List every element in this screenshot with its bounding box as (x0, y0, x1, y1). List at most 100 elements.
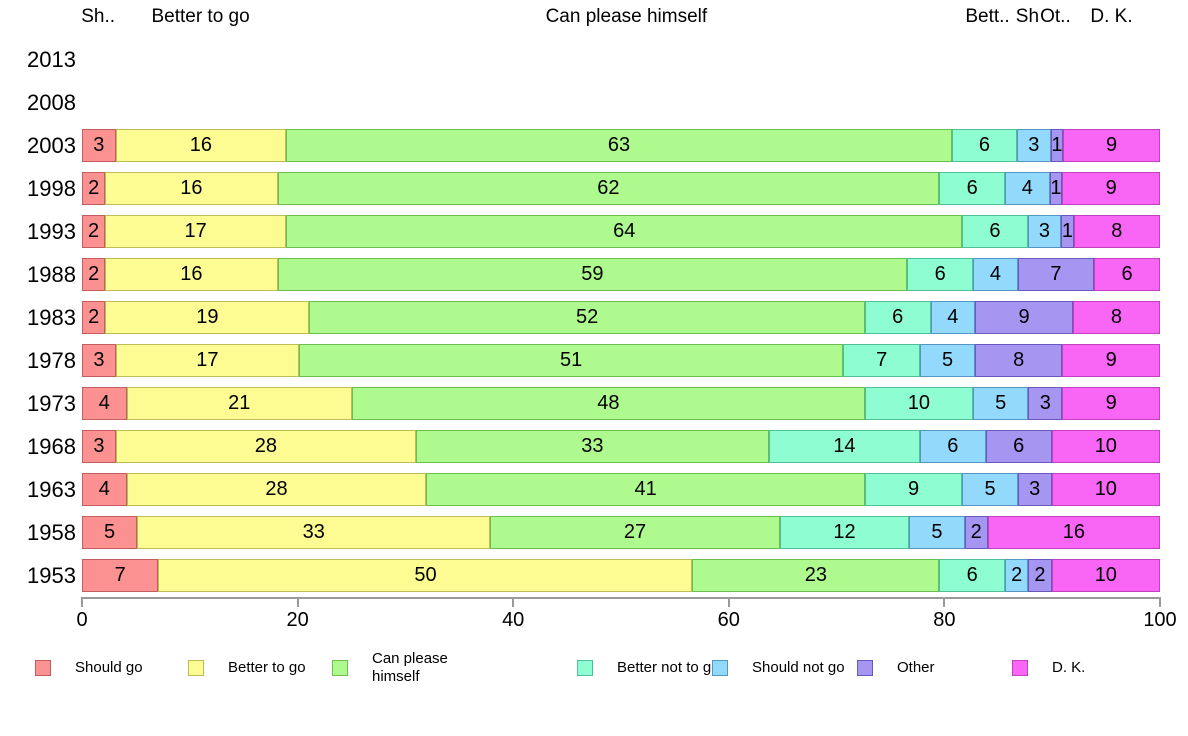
segment-value-label: 4 (989, 263, 1001, 285)
legend-swatch (857, 660, 873, 676)
legend-item: Better not to go (577, 644, 720, 692)
column-header: D. K. (1090, 6, 1133, 27)
bar-segment: 10 (1051, 473, 1161, 506)
segment-value-label: 2 (87, 220, 100, 242)
segment-value-label: 2 (88, 306, 100, 328)
bar-segment: 8 (975, 344, 1063, 377)
bar-segment: 4 (82, 387, 127, 420)
segment-value-label: 63 (607, 134, 631, 156)
bar-segment: 16 (105, 258, 278, 291)
segment-value-label: 50 (414, 564, 437, 586)
segment-value-label: 10 (907, 392, 931, 414)
bar-segment: 19 (105, 301, 310, 334)
legend-swatch (332, 660, 348, 676)
year-label: 1973 (27, 390, 76, 416)
year-label: 1978 (27, 347, 76, 373)
stacked-bar: 3 16 63 6 3 1 9 (82, 129, 1160, 162)
segment-value-label: 10 (1094, 564, 1117, 586)
segment-value-label: 9 (1018, 306, 1030, 328)
segment-value-label: 1 (1051, 134, 1063, 156)
segment-value-label: 52 (575, 306, 599, 328)
segment-value-label: 3 (1039, 392, 1051, 414)
segment-value-label: 59 (581, 263, 604, 285)
segment-value-label: 51 (559, 349, 583, 371)
segment-value-label: 16 (1062, 521, 1086, 543)
legend-label: Other (897, 659, 935, 676)
segment-value-label: 6 (966, 177, 978, 199)
bar-segment: 3 (1017, 473, 1052, 506)
bar-segment: 12 (779, 516, 910, 549)
stacked-bar: 2 16 62 6 4 1 9 (82, 172, 1161, 205)
chart-row: 2003 3 16 63 6 3 1 9 (0, 124, 1188, 167)
segment-value-label: 2 (88, 177, 100, 199)
bar-segment: 2 (82, 215, 106, 248)
bar-segment: 5 (973, 387, 1029, 420)
segment-value-label: 6 (1013, 435, 1025, 457)
segment-value-label: 8 (1111, 220, 1123, 242)
bar-segment: 2 (1005, 559, 1029, 592)
bar-segment: 6 (939, 559, 1006, 592)
bar-segment: 5 (919, 344, 976, 377)
segment-value-label: 10 (1094, 478, 1117, 500)
segment-value-label: 1 (1061, 220, 1074, 242)
bar-segment: 28 (126, 473, 427, 506)
legend-item: D. K. (1012, 644, 1085, 692)
bar-segment: 2 (82, 172, 106, 205)
bar-segment: 16 (115, 129, 287, 162)
stacked-bar: 5 33 27 12 5 2 16 (82, 516, 1161, 549)
bar-segment: 9 (1062, 387, 1161, 420)
bar-segment: 50 (158, 559, 693, 592)
segment-value-label: 41 (634, 478, 657, 500)
bar-segment: 2 (964, 516, 988, 549)
year-label: 1968 (27, 433, 76, 459)
bar-segment: 6 (985, 430, 1052, 463)
axis-tick-label: 80 (933, 609, 956, 631)
legend-label: Better not to go (617, 659, 720, 676)
bar-segment: 14 (768, 430, 920, 463)
segment-value-label: 12 (833, 521, 856, 543)
segment-value-label: 48 (597, 392, 620, 414)
bar-segment: 33 (415, 430, 769, 463)
segment-value-label: 3 (93, 134, 105, 156)
bar-segment: 3 (82, 344, 116, 377)
legend-label: Can please himself (372, 650, 448, 685)
year-label: 1953 (27, 562, 76, 588)
x-axis-line (82, 597, 1160, 599)
legend: Should go Better to go Can please himself B… (0, 644, 1188, 704)
chart-row: 1968 3 28 33 14 6 6 10 (0, 425, 1188, 468)
chart-row: 1978 3 17 51 7 5 8 9 (0, 339, 1188, 382)
axis-tick (81, 597, 83, 607)
year-label: 1993 (27, 218, 76, 244)
segment-value-label: 7 (876, 349, 888, 371)
bar-segment: 28 (115, 430, 416, 463)
year-label: 2003 (27, 132, 76, 158)
stacked-bar: 2 17 64 6 3 1 8 (82, 215, 1160, 248)
bar-segment: 1 (1049, 172, 1063, 205)
segment-value-label: 16 (189, 134, 212, 156)
segment-value-label: 64 (613, 220, 636, 242)
bar-segment: 9 (1062, 344, 1161, 377)
bar-segment: 16 (987, 516, 1161, 549)
bar-segment: 5 (82, 516, 138, 549)
segment-value-label: 17 (184, 220, 207, 242)
bar-segment: 6 (907, 258, 974, 291)
segment-value-label: 3 (93, 435, 105, 457)
legend-swatch (1012, 660, 1028, 676)
bar-segment: 6 (939, 172, 1006, 205)
segment-value-label: 3 (1029, 478, 1041, 500)
legend-item: Should go (35, 644, 143, 692)
bar-segment: 9 (975, 301, 1073, 334)
bar-segment: 33 (137, 516, 491, 549)
column-header: Better to go (151, 6, 250, 27)
segment-value-label: 6 (934, 263, 946, 285)
segment-value-label: 9 (908, 478, 920, 500)
segment-value-label: 4 (1021, 177, 1033, 199)
bar-segment: 9 (1063, 129, 1160, 162)
bar-segment: 64 (286, 215, 963, 248)
chart-row: 1998 2 16 62 6 4 1 9 (0, 167, 1188, 210)
bar-segment: 10 (864, 387, 974, 420)
bar-segment: 3 (1027, 215, 1062, 248)
segment-value-label: 9 (1105, 349, 1117, 371)
bar-segment: 8 (1073, 215, 1160, 248)
